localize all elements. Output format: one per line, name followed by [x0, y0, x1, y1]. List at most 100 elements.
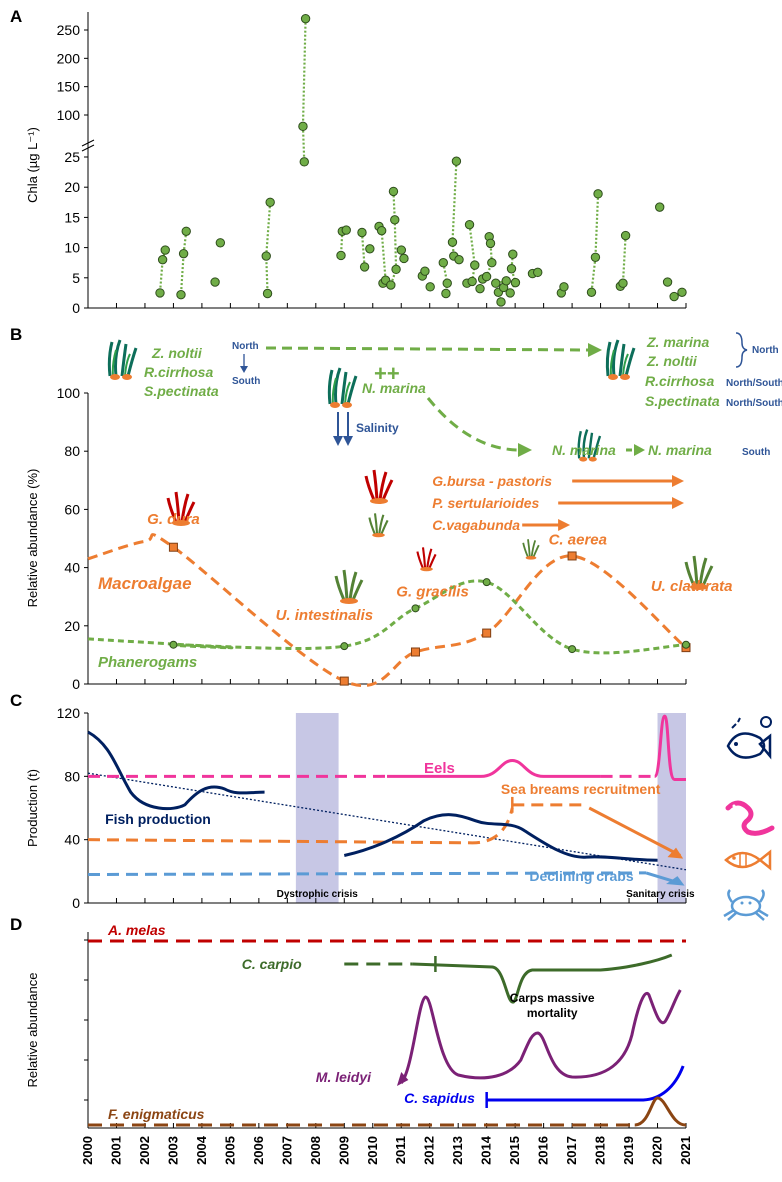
macroalgae-bar-arrowhead — [558, 519, 571, 531]
chla-point — [464, 219, 475, 230]
y-tick-label: 40 — [64, 832, 80, 848]
year-label: 2013 — [450, 1136, 465, 1165]
green-algae-icon — [684, 555, 714, 590]
phanerogams-point — [411, 604, 420, 613]
y-tick-label: 120 — [57, 705, 81, 721]
chla-point — [481, 271, 492, 282]
chla-point — [300, 13, 311, 24]
south-label-right: South — [742, 447, 770, 458]
y-tick-label: 60 — [64, 501, 80, 517]
macroalgae-species-annotation: U. clathrata — [651, 578, 733, 595]
a-melas-label: A. melas — [107, 922, 166, 938]
panel-label-d: D — [10, 915, 22, 934]
chla-point — [157, 254, 168, 265]
macroalgae-species-label: G.bursa - pastoris — [432, 473, 552, 489]
macroalgae-point — [482, 628, 492, 638]
year-label: 2015 — [507, 1136, 522, 1165]
salinity-label: Salinity — [356, 421, 399, 435]
macroalgae-line — [87, 533, 687, 688]
fish-production-label: Fish production — [105, 811, 211, 827]
chla-point — [467, 276, 477, 287]
region-right-3: North/South — [726, 378, 782, 389]
chla-point — [261, 251, 271, 261]
chla-point — [669, 291, 679, 302]
chla-point — [590, 252, 601, 262]
chla-point — [265, 197, 275, 208]
chla-point — [160, 245, 170, 255]
year-label: 2001 — [108, 1136, 123, 1165]
year-label: 2018 — [593, 1136, 608, 1165]
phanerogams-point — [682, 640, 690, 649]
species-right-4: S.pectinata — [645, 393, 720, 409]
chla-link-line — [179, 231, 188, 295]
macroalgae-species-label: C.vagabunda — [432, 517, 520, 533]
red-algae-icon — [166, 491, 196, 526]
chla-point — [451, 156, 462, 166]
y-tick-label: 0 — [72, 895, 80, 911]
year-label: 2016 — [536, 1136, 551, 1165]
chla-point — [298, 121, 308, 132]
phanerogams-point — [169, 640, 178, 649]
y-tick-label: 250 — [57, 22, 81, 38]
chla-point — [155, 288, 165, 298]
panel-label-b: B — [10, 325, 22, 344]
macroalgae-point — [168, 542, 178, 552]
chla-link-line — [265, 202, 272, 294]
y-tick-label: 0 — [72, 300, 80, 316]
f-enigmaticus-label: F. enigmaticus — [108, 1106, 205, 1122]
year-label: 2007 — [279, 1136, 294, 1165]
phanerogams-point — [568, 645, 577, 654]
chla-point — [508, 249, 518, 259]
chla-point — [425, 282, 435, 292]
chla-point — [176, 290, 186, 300]
fish-trend-line — [87, 772, 687, 871]
chla-point — [501, 276, 511, 286]
chla-point — [399, 253, 409, 264]
chla-point — [262, 288, 273, 299]
macroalgae-species-label: P. sertularioides — [432, 495, 539, 511]
sea-breams-line — [87, 807, 514, 845]
chla-point — [396, 245, 407, 255]
panel-d-y-label: Relative abundance — [25, 973, 40, 1088]
chla-point — [299, 157, 309, 167]
chla-point — [420, 266, 430, 276]
year-label: 2014 — [479, 1135, 494, 1165]
chla-point — [454, 254, 464, 265]
c-carpio-label: C. carpio — [242, 956, 302, 972]
green-algae-icon — [522, 539, 540, 560]
chla-link-line — [509, 254, 517, 294]
species-right-3: R.cirrhosa — [645, 373, 714, 389]
panel-c-y-label: Production (t) — [25, 769, 40, 847]
year-label: 2003 — [165, 1136, 180, 1165]
chla-point — [365, 244, 375, 254]
chla-point — [376, 225, 387, 236]
eels-label: Eels — [424, 760, 455, 777]
chla-point — [586, 287, 597, 297]
panel-a-y-label: Chla (µg L⁻¹) — [25, 127, 40, 203]
y-tick-label: 200 — [57, 50, 81, 66]
macroalgae-species-annotation: G. gracilis — [396, 584, 469, 601]
year-label: 2021 — [678, 1136, 693, 1165]
year-label: 2000 — [80, 1136, 95, 1165]
m-leidyi-line — [399, 989, 682, 1084]
species-right-2: Z. noltii — [646, 353, 698, 369]
chla-point — [662, 277, 673, 287]
n-marina-arrowhead — [518, 443, 532, 457]
crab-icon — [723, 889, 769, 921]
chla-link-line — [466, 224, 476, 285]
seagrass-icon — [605, 339, 636, 380]
panel-b: Relative abundance (%) 0 20 40 60 80 100 — [25, 332, 782, 692]
c-sapidus-line — [486, 1065, 685, 1102]
chla-point — [487, 258, 497, 268]
y-tick-label: 15 — [64, 209, 80, 225]
chla-point — [386, 280, 396, 290]
y-tick-label: 100 — [57, 385, 81, 401]
year-label: 2009 — [336, 1136, 351, 1165]
chla-point — [485, 238, 496, 249]
seagrass-icon — [327, 367, 358, 408]
chla-point — [491, 278, 501, 288]
seagrass-icon — [577, 429, 602, 462]
panel-b-y-label: Relative abundance (%) — [25, 469, 40, 608]
chla-point — [359, 262, 370, 272]
chla-point — [390, 215, 400, 225]
